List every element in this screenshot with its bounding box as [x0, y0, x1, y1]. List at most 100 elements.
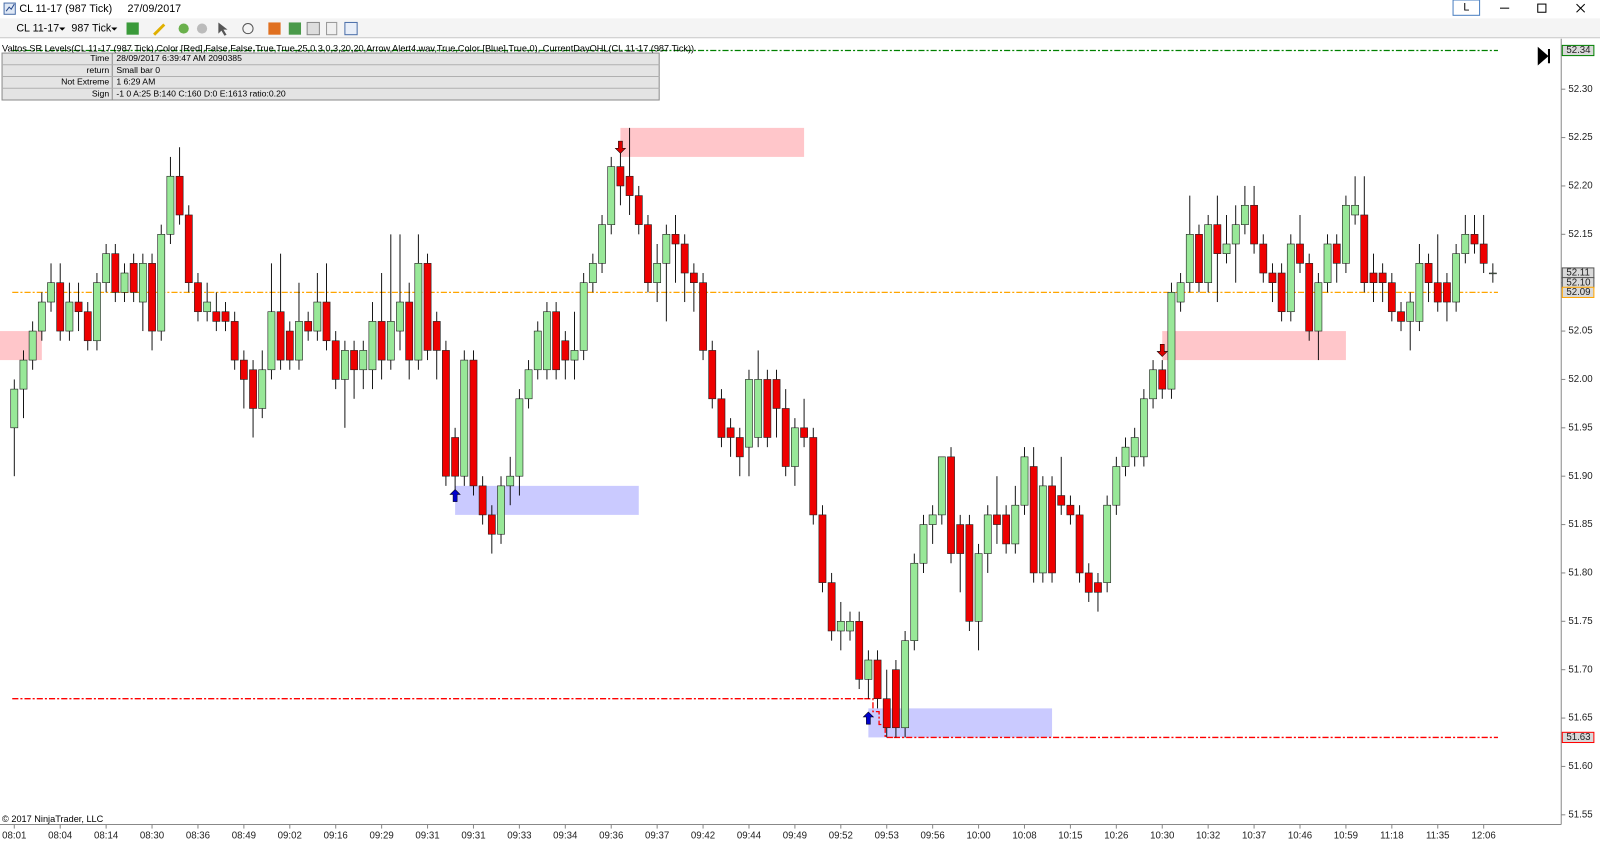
candle-body	[102, 253, 110, 283]
candle-body	[19, 359, 28, 390]
toolbar-icons	[126, 21, 358, 36]
candle-body	[570, 350, 579, 361]
candle-body	[524, 369, 533, 400]
candle-body	[240, 359, 248, 380]
candle-body	[451, 437, 459, 477]
candle-body	[928, 514, 937, 525]
sr-zone	[620, 127, 805, 157]
candle-body	[1415, 263, 1424, 322]
period-selector[interactable]: 987 Tick	[71, 22, 112, 34]
dropdown-caret[interactable]	[111, 27, 118, 31]
candle-body	[432, 321, 441, 351]
y-tick-label: 51.90	[1568, 471, 1593, 482]
candle-body	[295, 321, 303, 361]
candle-body	[726, 427, 735, 438]
x-tick-label: 10:00	[966, 830, 991, 841]
candle-body	[846, 621, 854, 632]
price-marker	[1561, 286, 1595, 298]
cursor-button[interactable]	[218, 22, 228, 36]
candle-body	[93, 282, 101, 342]
link-button[interactable]	[1452, 0, 1481, 16]
plot-area	[0, 49, 1498, 739]
candle-body	[1094, 582, 1102, 593]
close-button[interactable]	[1576, 3, 1586, 13]
data-box-button[interactable]	[326, 21, 338, 36]
candle-body	[194, 282, 202, 313]
candle-body	[1057, 495, 1066, 506]
indicator-label: Valtos SR Levels(CL 11-17 (987 Tick),Col…	[2, 43, 694, 53]
link-button-label[interactable]: L	[1463, 1, 1469, 13]
candle-body	[561, 340, 570, 361]
candle-body	[175, 175, 184, 216]
candle-body	[120, 272, 129, 293]
x-tick-label: 08:36	[186, 830, 210, 841]
candle-body	[1121, 446, 1130, 467]
candle-body	[1029, 466, 1038, 574]
candle-body	[772, 379, 781, 409]
candle-body	[1433, 282, 1442, 303]
x-tick-label: 10:15	[1058, 830, 1082, 841]
info-value: Small bar 0	[116, 65, 160, 75]
candle-body	[1176, 282, 1185, 303]
x-tick-label: 09:49	[783, 830, 807, 841]
zoom-button[interactable]	[242, 22, 254, 35]
candle-body	[1488, 272, 1497, 275]
x-tick-label: 08:01	[2, 830, 26, 841]
x-tick-label: 10:30	[1150, 830, 1175, 841]
template-button[interactable]	[288, 22, 302, 35]
x-tick-label: 10:26	[1104, 830, 1128, 841]
signal-arrow	[1156, 344, 1168, 357]
candle-body	[47, 282, 55, 303]
candle-body	[965, 524, 974, 622]
snapshot-button[interactable]	[306, 21, 320, 36]
candle-body	[221, 311, 230, 322]
draw-tool-button[interactable]	[153, 23, 166, 36]
candle-body	[864, 659, 873, 680]
layout-button[interactable]	[344, 21, 358, 36]
candle-body	[478, 485, 487, 516]
x-tick-label: 10:59	[1334, 830, 1358, 841]
info-label: Not Extreme	[61, 77, 109, 87]
candle-body	[1406, 301, 1415, 322]
signal-arrow	[862, 711, 875, 725]
strategy-button[interactable]	[178, 23, 189, 34]
candle-body	[552, 311, 560, 371]
instrument-selector[interactable]: CL 11-17	[16, 22, 59, 34]
candle-body	[1314, 282, 1323, 332]
app-icon	[3, 2, 16, 15]
scroll-to-end-button[interactable]	[1537, 46, 1550, 66]
x-tick-label: 10:08	[1012, 830, 1036, 841]
candle-body	[781, 408, 790, 467]
candle-body	[322, 301, 331, 342]
candle-body	[892, 669, 900, 729]
x-tick-label: 08:49	[232, 830, 256, 841]
dropdown-caret[interactable]	[59, 27, 66, 31]
price-marker-label: 52.34	[1566, 45, 1591, 56]
x-tick-label: 09:37	[645, 830, 669, 841]
candle-body	[533, 330, 542, 371]
candle-body	[1075, 514, 1084, 574]
candle-body	[974, 553, 983, 622]
candle-body	[249, 369, 257, 409]
properties-button[interactable]	[268, 22, 281, 35]
y-tick-label: 52.05	[1568, 326, 1592, 337]
candle-body	[1351, 204, 1359, 216]
bar-type-button[interactable]	[126, 22, 139, 35]
indicator-button[interactable]	[196, 23, 208, 34]
info-value: 28/09/2017 6:39:47 AM 2090385	[116, 53, 242, 63]
candle-body	[1130, 437, 1139, 458]
candle-body	[1470, 234, 1479, 245]
candle-body	[947, 456, 955, 554]
candle-body	[138, 263, 147, 303]
restore-button[interactable]	[1537, 3, 1547, 13]
x-tick-label: 08:30	[140, 830, 165, 841]
x-tick-label: 11:18	[1380, 830, 1404, 841]
candle-body	[644, 224, 652, 283]
candle-body	[1103, 504, 1112, 583]
candle-body	[166, 175, 175, 235]
candle-body	[919, 524, 928, 564]
candle-body	[276, 311, 285, 361]
candle-body	[699, 282, 707, 351]
